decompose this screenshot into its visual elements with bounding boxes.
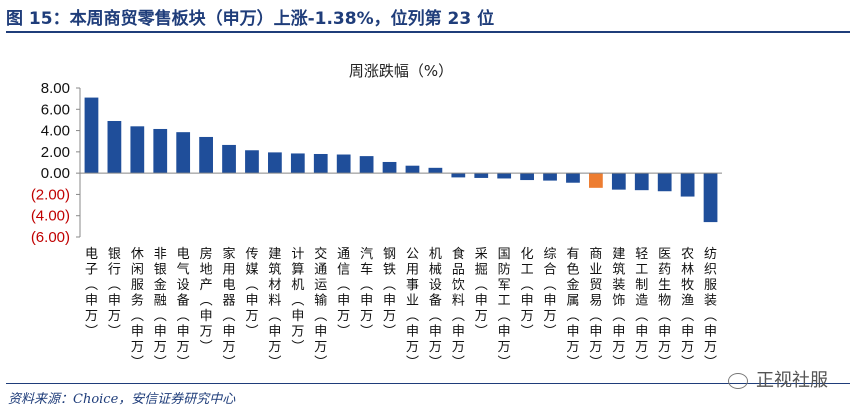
x-tick-label: 国防军工︵申万︶: [498, 247, 511, 371]
x-tick-label: 化工︵申万︶: [521, 247, 534, 340]
x-tick-label: 汽车︵申万︶: [360, 247, 373, 340]
bar: [359, 156, 374, 174]
bar: [634, 173, 649, 191]
bar: [451, 173, 466, 178]
bar: [290, 153, 305, 174]
title-rule: [6, 31, 850, 33]
x-tick-label: 医药生物︵申万︶: [658, 247, 671, 371]
figure-title: 图 15：本周商贸零售板块（申万）上涨-1.38%，位列第 23 位: [6, 9, 495, 29]
bar: [543, 173, 557, 181]
x-tick-label: 休闲服务︵申万︶: [131, 247, 144, 371]
x-tick-label: 通信︵申万︶: [337, 247, 350, 340]
y-tick-label: 2.00: [41, 144, 70, 161]
bar: [657, 173, 672, 192]
x-tick-label: 银行︵申万︶: [108, 247, 121, 340]
bar: [382, 161, 397, 174]
x-tick-label: 食品饮料︵申万︶: [452, 246, 465, 371]
x-tick-label: 轻工制造︵申万︶: [635, 247, 648, 371]
y-tick-label: 8.00: [41, 80, 70, 97]
x-tick-label: 传媒︵申万︶: [245, 247, 258, 340]
y-tick-label: 0.00: [41, 165, 70, 182]
bar: [703, 173, 718, 223]
x-tick-label: 纺织服装︵申万︶: [704, 247, 717, 371]
x-tick-label: 农林牧渔︵申万︶: [681, 247, 694, 371]
bar: [611, 173, 626, 190]
x-tick-label: 机械设备︵申万︶: [429, 247, 442, 371]
x-tick-label: 有色金属︵申万︶: [566, 247, 579, 371]
bar: [153, 128, 168, 174]
x-tick-label: 电气设备︵申万︶: [177, 247, 190, 371]
y-tick-label: (2.00): [31, 186, 70, 203]
bar: [405, 165, 420, 174]
y-tick-label: (6.00): [31, 229, 70, 246]
source-rule: [6, 383, 850, 384]
x-tick-label: 计算机︵申万︶: [291, 247, 304, 355]
bar: [222, 144, 236, 174]
bar: [245, 150, 259, 174]
x-tick-label: 家用电器︵申万︶: [223, 246, 236, 371]
x-tick-label: 综合︵申万︶: [544, 247, 557, 340]
bar: [589, 173, 603, 188]
bar: [566, 173, 580, 183]
x-tick-label: 交通运输︵申万︶: [314, 246, 327, 371]
bar: [176, 132, 191, 174]
x-tick-label: 非银金融︵申万︶: [154, 247, 167, 371]
x-tick-label: 房地产︵申万︶: [200, 246, 213, 355]
bar: [428, 167, 443, 174]
watermark: 正视社服: [728, 366, 828, 392]
bar: [84, 97, 99, 174]
watermark-text: 正视社服: [756, 370, 828, 391]
bar: [199, 136, 213, 174]
bar: [680, 173, 695, 197]
x-tick-label: 建筑材料︵申万︶: [268, 247, 281, 371]
bar: [474, 173, 489, 178]
bar: [336, 154, 351, 174]
chart-title: 周涨跌幅（%）: [349, 62, 453, 80]
source-note: 资料来源：Choice，安信证券研究中心: [8, 392, 236, 407]
bar: [497, 173, 512, 179]
bar: [107, 120, 122, 174]
x-tick-label: 建筑装饰︵申万︶: [612, 247, 625, 371]
x-tick-label: 电子︵申万︶: [85, 247, 98, 340]
y-tick-label: 4.00: [41, 123, 70, 140]
x-tick-label: 商业贸易︵申万︶: [589, 247, 602, 371]
bar: [313, 153, 328, 174]
bar: [520, 173, 534, 181]
bar: [268, 152, 282, 174]
x-tick-label: 钢铁︵申万︶: [383, 247, 396, 340]
y-tick-label: (4.00): [31, 208, 70, 225]
x-tick-label: 采掘︵申万︶: [475, 247, 488, 340]
y-tick-label: 6.00: [41, 101, 70, 118]
bar: [130, 126, 145, 174]
x-tick-label: 公用事业︵申万︶: [406, 247, 419, 371]
wechat-icon: [728, 373, 748, 389]
